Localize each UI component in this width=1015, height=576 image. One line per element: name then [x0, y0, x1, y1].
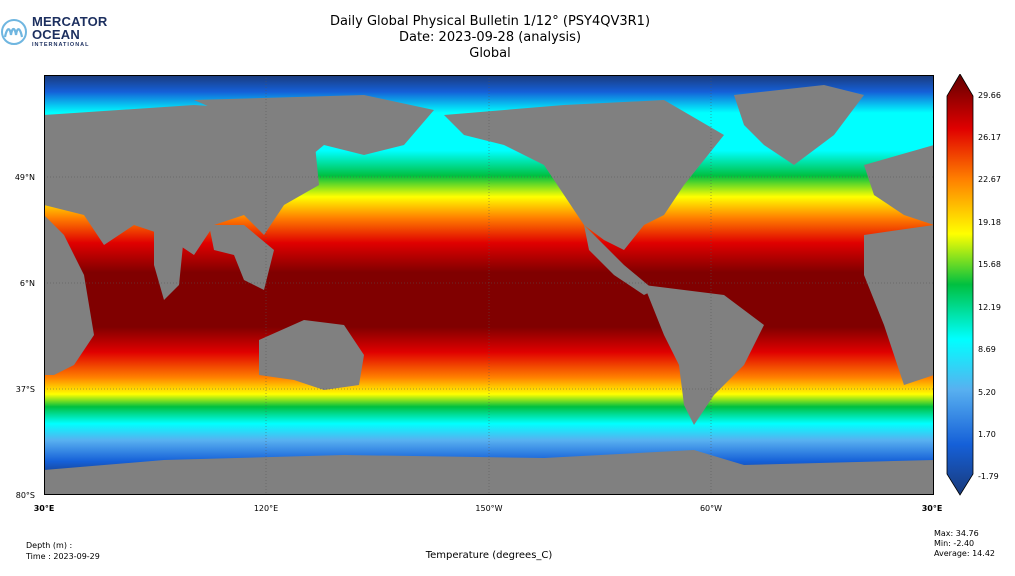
- colorbar-tick-7: 5.20: [978, 388, 996, 397]
- land-africa-east: [44, 215, 94, 375]
- colorbar-tick-4: 15.68: [978, 260, 1001, 269]
- colorbar-tick-6: 8.69: [978, 345, 996, 354]
- land-australia: [259, 320, 364, 390]
- land-north-america: [444, 100, 724, 250]
- logo-line-3: INTERNATIONAL: [32, 42, 90, 48]
- colorbar-tick-8: 1.70: [978, 430, 996, 439]
- lon-label-150w: 150°W: [475, 504, 503, 513]
- map-frame: [44, 75, 934, 495]
- sea-temperature-map: [44, 75, 934, 495]
- title-region: Global: [469, 46, 511, 61]
- land-se-asia: [209, 225, 274, 290]
- land-siberia: [194, 95, 434, 170]
- colorbar-tick-2: 22.67: [978, 175, 1001, 184]
- logo-wave-icon: [1, 19, 27, 45]
- colorbar-body: [946, 74, 974, 496]
- title-line-1: Daily Global Physical Bulletin 1/12° (PS…: [329, 14, 651, 29]
- logo-text: MERCATOR OCEAN INTERNATIONAL: [32, 15, 108, 49]
- land-india: [154, 230, 184, 300]
- colorbar-tick-0: 29.66: [978, 91, 1001, 100]
- stat-average: Average: 14.42: [934, 549, 995, 558]
- land-antarctica: [44, 450, 934, 495]
- logo-line-1: MERCATOR: [32, 14, 108, 29]
- graticule: [44, 75, 934, 495]
- lon-label-30e-right: 30°E: [921, 504, 943, 513]
- lon-label-60w: 60°W: [699, 504, 723, 513]
- land-europe: [864, 145, 934, 225]
- lat-label-49n: 49°N: [14, 173, 35, 182]
- mercator-ocean-logo: MERCATOR OCEAN INTERNATIONAL: [0, 12, 110, 52]
- stat-max: Max: 34.76: [934, 529, 979, 538]
- logo-line-2: OCEAN: [32, 27, 80, 42]
- land-africa-west: [864, 225, 934, 385]
- temperature-colorbar: [946, 74, 974, 496]
- depth-label: Depth (m) :: [26, 541, 73, 550]
- depth-time-info: Depth (m) : Time : 2023-09-29: [26, 540, 100, 562]
- colorbar-tick-1: 26.17: [978, 133, 1001, 142]
- land-masses: [44, 85, 934, 495]
- time-label: Time : 2023-09-29: [26, 552, 100, 561]
- lat-label-37s: 37°S: [15, 385, 35, 394]
- land-central-america: [584, 225, 654, 295]
- lon-label-30e-left: 30°E: [33, 504, 55, 513]
- colorbar-tick-5: 12.19: [978, 303, 1001, 312]
- land-greenland: [734, 85, 864, 165]
- colorbar-tick-3: 19.18: [978, 218, 1001, 227]
- stat-min: Min: -2.40: [934, 539, 975, 548]
- lon-label-120e: 120°E: [253, 504, 279, 513]
- lat-label-6n: 6°N: [19, 279, 35, 288]
- lat-label-80s: 80°S: [15, 491, 35, 500]
- bulletin-title: Daily Global Physical Bulletin 1/12° (PS…: [245, 14, 735, 62]
- land-eurasia-west: [44, 105, 319, 255]
- land-south-america: [644, 285, 764, 425]
- colorbar-tick-9: -1.79: [978, 472, 999, 481]
- title-date: Date: 2023-09-28 (analysis): [398, 30, 582, 45]
- statistics: Max: 34.76 Min: -2.40 Average: 14.42: [934, 529, 995, 559]
- variable-label: Temperature (degrees_C): [425, 550, 553, 561]
